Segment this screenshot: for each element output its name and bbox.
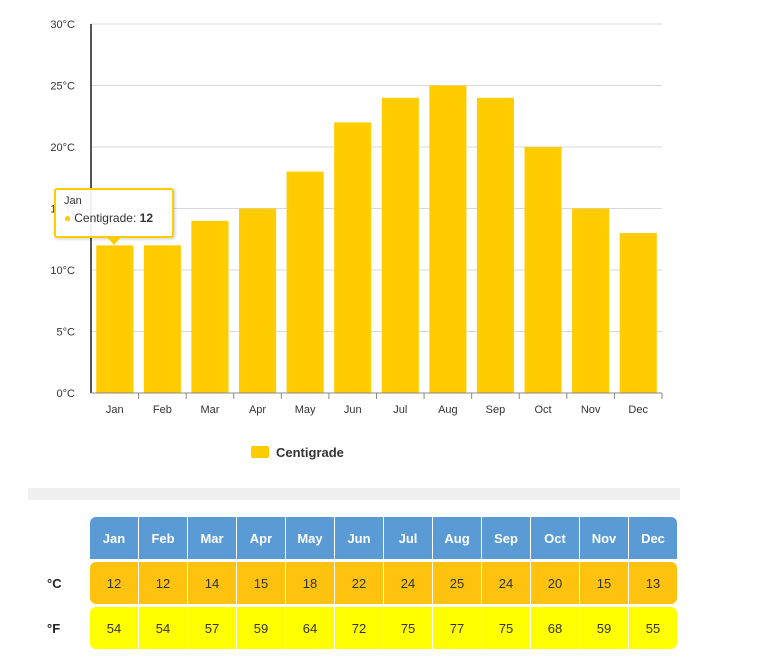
table-header-jul: Jul [384, 517, 432, 559]
table-header-nov: Nov [580, 517, 628, 559]
tooltip-series-dot-icon: ● [64, 211, 72, 225]
fahrenheit-cell-aug: 77 [433, 607, 481, 649]
table-header-oct: Oct [531, 517, 579, 559]
bar-jun[interactable] [334, 122, 372, 394]
bar-aug[interactable] [429, 85, 467, 394]
celsius-cell-may: 18 [286, 562, 334, 604]
tooltip-row: ● Centigrade: 12 [64, 209, 164, 227]
fahrenheit-cell-sep: 75 [482, 607, 530, 649]
bar-nov[interactable] [572, 208, 610, 394]
table-header-aug: Aug [433, 517, 481, 559]
x-axis-ticks: Jan Feb Mar Apr May Jun Jul Aug Sep Oct Nov Dec [106, 393, 663, 416]
fahrenheit-cell-jan: 54 [90, 607, 138, 649]
table-header-sep: Sep [482, 517, 530, 559]
table-header-may: May [286, 517, 334, 559]
x-tick-label-feb: Feb [153, 404, 172, 416]
celsius-cell-jan: 12 [90, 562, 138, 604]
celsius-cell-apr: 15 [237, 562, 285, 604]
fahrenheit-cell-apr: 59 [237, 607, 285, 649]
celsius-cell-feb: 12 [139, 562, 187, 604]
fahrenheit-row: °F 54 54 57 59 64 72 75 77 75 68 59 55 [41, 607, 677, 649]
y-tick-label: 20°C [50, 142, 75, 154]
celsius-cell-jul: 24 [384, 562, 432, 604]
legend-label-centigrade[interactable]: Centigrade [276, 445, 344, 460]
temperature-table: Jan Feb Mar Apr May Jun Jul Aug Sep Oct Nov Dec °C … [40, 514, 678, 652]
table-header-row: Jan Feb Mar Apr May Jun Jul Aug Sep Oct Nov Dec [41, 517, 677, 559]
bar-jul[interactable] [381, 97, 419, 394]
celsius-cell-aug: 25 [433, 562, 481, 604]
celsius-cell-sep: 24 [482, 562, 530, 604]
y-tick-label: 25°C [50, 81, 75, 93]
chart-bars [96, 85, 657, 394]
celsius-cell-mar: 14 [188, 562, 236, 604]
celsius-cell-jun: 22 [335, 562, 383, 604]
legend-swatch-centigrade[interactable] [251, 446, 269, 458]
tooltip-series-label: Centigrade: [74, 211, 137, 225]
table-header-jun: Jun [335, 517, 383, 559]
fahrenheit-cell-mar: 57 [188, 607, 236, 649]
x-tick-label-may: May [295, 404, 316, 416]
chart-legend[interactable]: Centigrade [251, 445, 344, 460]
x-tick-label-dec: Dec [628, 404, 648, 416]
table-header-dec: Dec [629, 517, 677, 559]
y-tick-label: 30°C [50, 19, 75, 31]
fahrenheit-cell-jun: 72 [335, 607, 383, 649]
fahrenheit-cell-may: 64 [286, 607, 334, 649]
table-corner-cell [41, 517, 89, 559]
bar-mar[interactable] [191, 220, 229, 393]
fahrenheit-cell-jul: 75 [384, 607, 432, 649]
fahrenheit-row-label: °F [47, 620, 61, 636]
bar-sep[interactable] [476, 97, 515, 394]
tooltip-value: 12 [139, 211, 153, 225]
celsius-cell-nov: 15 [580, 562, 628, 604]
celsius-cell-oct: 20 [531, 562, 579, 604]
bar-oct[interactable] [524, 147, 562, 393]
fahrenheit-cell-oct: 68 [531, 607, 579, 649]
bar-jan[interactable] [96, 245, 134, 393]
bar-feb[interactable] [143, 245, 181, 393]
y-tick-label: 0°C [57, 388, 76, 400]
fahrenheit-cell-nov: 59 [580, 607, 628, 649]
fahrenheit-cell-dec: 55 [629, 607, 677, 649]
x-tick-label-aug: Aug [438, 404, 458, 416]
x-tick-label-mar: Mar [200, 404, 219, 416]
tooltip-title: Jan [64, 195, 82, 207]
x-tick-label-jun: Jun [344, 404, 362, 416]
x-tick-label-oct: Oct [534, 404, 551, 416]
x-tick-label-jul: Jul [393, 404, 407, 416]
table-header-apr: Apr [237, 517, 285, 559]
temperature-bar-chart: 0°C5°C10°C15°C20°C25°C30°C JanFebMarAprM… [50, 19, 663, 460]
bar-tooltip: Jan ● Centigrade: 12 [54, 188, 174, 238]
table-header-jan: Jan [90, 517, 138, 559]
bar-apr[interactable] [238, 208, 277, 394]
x-tick-label-apr: Apr [249, 404, 266, 416]
celsius-row: °C 12 12 14 15 18 22 24 25 24 20 15 13 [41, 562, 677, 604]
table-header-feb: Feb [139, 517, 187, 559]
chart-gridlines [91, 23, 662, 332]
celsius-row-label: °C [47, 575, 62, 591]
fahrenheit-cell-feb: 54 [139, 607, 187, 649]
table-header-mar: Mar [188, 517, 236, 559]
y-tick-label: 5°C [57, 327, 76, 339]
y-tick-label: 10°C [50, 265, 75, 277]
x-tick-label-jan: Jan [106, 404, 124, 416]
tooltip-pointer [106, 236, 122, 245]
x-tick-label-sep: Sep [486, 404, 506, 416]
celsius-cell-dec: 13 [629, 562, 677, 604]
x-tick-label-nov: Nov [581, 404, 601, 416]
section-divider [28, 488, 680, 500]
bar-may[interactable] [286, 171, 324, 393]
bar-dec[interactable] [619, 233, 657, 393]
